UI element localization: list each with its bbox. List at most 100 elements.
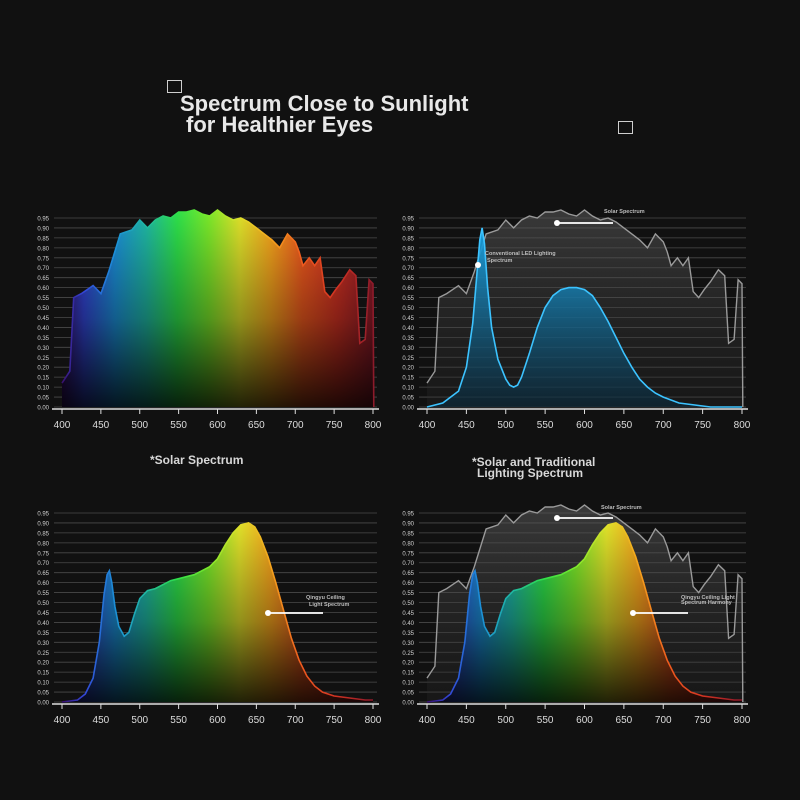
page-title: Spectrum Close to Sunlight for Healthier… bbox=[180, 91, 469, 136]
x-tick-label: 650 bbox=[616, 715, 633, 726]
y-tick-label: 0.95 bbox=[37, 217, 49, 223]
solar-spectrum-area-line bbox=[61, 208, 375, 408]
x-tick-label: 700 bbox=[655, 715, 672, 726]
y-tick-label: 0.05 bbox=[402, 396, 414, 402]
annotation-label: Qingyu Ceiling Light bbox=[681, 595, 735, 601]
y-tick-label: 0.60 bbox=[402, 286, 414, 292]
x-tick-label: 650 bbox=[616, 420, 633, 431]
x-tick-label: 400 bbox=[419, 715, 436, 726]
y-tick-label: 0.45 bbox=[402, 316, 414, 322]
page-title-line-1: Spectrum Close to Sunlight bbox=[180, 91, 469, 116]
y-tick-label: 0.10 bbox=[37, 386, 49, 392]
solar-spectrum-chart: 0.00 0.05 0.10 0.15 0.20 0.25 0.30 0.35 0.40 0.45… bbox=[37, 208, 382, 431]
y-tick-label: 0.20 bbox=[37, 661, 49, 667]
y-tick-label: 0.75 bbox=[37, 551, 49, 557]
y-tick-label: 0.55 bbox=[37, 296, 49, 302]
x-tick-label: 800 bbox=[365, 715, 382, 726]
x-tick-label: 700 bbox=[287, 715, 304, 726]
y-tick-label: 0.30 bbox=[402, 641, 414, 647]
qingyu-ceiling-light-spectrum-area-shade bbox=[62, 522, 373, 702]
y-tick-label: 0.90 bbox=[402, 521, 414, 527]
solar-traditional-caption: *Solar and Traditional Lighting Spectrum bbox=[472, 455, 596, 480]
x-tick-label: 450 bbox=[93, 715, 110, 726]
solar-spectrum-caption: *Solar Spectrum bbox=[150, 453, 244, 467]
y-tick-label: 0.85 bbox=[37, 236, 49, 242]
caption-line-1: *Solar and Traditional bbox=[472, 455, 596, 469]
y-tick-label: 0.45 bbox=[37, 611, 49, 617]
y-tick-label: 0.25 bbox=[37, 651, 49, 657]
y-tick-label: 0.65 bbox=[402, 571, 414, 577]
y-tick-label: 0.85 bbox=[37, 531, 49, 537]
y-tick-label: 0.55 bbox=[402, 591, 414, 597]
x-tick-label: 550 bbox=[170, 715, 187, 726]
y-tick-label: 0.70 bbox=[402, 266, 414, 272]
y-tick-label: 0.20 bbox=[37, 366, 49, 372]
y-tick-label: 0.05 bbox=[402, 691, 414, 697]
solar-vs-led-chart: 0.00 0.05 0.10 0.15 0.20 0.25 0.30 0.35 0.40 0.45… bbox=[402, 209, 751, 431]
y-tick-label: 0.15 bbox=[402, 376, 414, 382]
x-tick-label: 450 bbox=[93, 420, 110, 431]
x-tick-label: 550 bbox=[537, 715, 554, 726]
caption-line-2: Lighting Spectrum bbox=[477, 466, 583, 480]
annotation-marker bbox=[554, 220, 560, 226]
y-tick-label: 0.40 bbox=[37, 621, 49, 627]
y-tick-label: 0.05 bbox=[37, 396, 49, 402]
y-tick-label: 0.15 bbox=[37, 671, 49, 677]
annotation-marker bbox=[630, 610, 636, 616]
y-tick-label: 0.10 bbox=[402, 681, 414, 687]
x-tick-label: 750 bbox=[326, 715, 343, 726]
y-tick-label: 0.25 bbox=[402, 651, 414, 657]
x-tick-label: 800 bbox=[365, 420, 382, 431]
y-tick-label: 0.30 bbox=[37, 641, 49, 647]
x-tick-label: 800 bbox=[734, 420, 751, 431]
y-tick-label: 0.80 bbox=[37, 541, 49, 547]
y-tick-label: 0.70 bbox=[37, 561, 49, 567]
y-tick-label: 0.30 bbox=[402, 346, 414, 352]
y-tick-label: 0.60 bbox=[402, 581, 414, 587]
y-tick-label: 0.60 bbox=[37, 286, 49, 292]
solar-spectrum-area-line bbox=[426, 209, 744, 408]
y-tick-label: 0.50 bbox=[37, 306, 49, 312]
solar-vs-qingyu-chart: 0.00 0.05 0.10 0.15 0.20 0.25 0.30 0.35 0.40 0.45… bbox=[402, 504, 751, 726]
solar-spectrum-area-line bbox=[426, 504, 744, 703]
y-tick-label: 0.75 bbox=[37, 256, 49, 262]
y-tick-label: 0.50 bbox=[402, 306, 414, 312]
y-tick-label: 0.95 bbox=[402, 217, 414, 223]
annotation-marker bbox=[475, 262, 481, 268]
annotation-label: Light Spectrum bbox=[309, 602, 349, 608]
annotation-label: Solar Spectrum bbox=[601, 505, 642, 511]
y-tick-label: 0.15 bbox=[402, 671, 414, 677]
x-tick-label: 700 bbox=[287, 420, 304, 431]
y-tick-label: 0.25 bbox=[402, 356, 414, 362]
y-tick-label: 0.15 bbox=[37, 376, 49, 382]
y-tick-label: 0.00 bbox=[402, 701, 414, 707]
qingyu-ceiling-light-spectrum-area-shade bbox=[427, 522, 742, 702]
y-tick-label: 0.10 bbox=[37, 681, 49, 687]
x-tick-label: 500 bbox=[131, 715, 148, 726]
y-tick-label: 0.85 bbox=[402, 531, 414, 537]
x-tick-label: 600 bbox=[576, 420, 593, 431]
qingyu-ceiling-light-spectrum-area-line bbox=[61, 522, 373, 703]
x-tick-label: 650 bbox=[248, 715, 265, 726]
annotation-label: Solar Spectrum bbox=[604, 209, 645, 215]
y-tick-label: 0.45 bbox=[37, 316, 49, 322]
annotation-label: Spectrum Harmony bbox=[681, 600, 733, 606]
y-tick-label: 0.40 bbox=[37, 326, 49, 332]
y-tick-label: 0.35 bbox=[402, 336, 414, 342]
annotation-label: Spectrum bbox=[487, 258, 512, 264]
y-tick-label: 0.05 bbox=[37, 691, 49, 697]
x-tick-label: 450 bbox=[458, 715, 475, 726]
y-tick-label: 0.80 bbox=[402, 541, 414, 547]
square-frame-icon bbox=[618, 121, 633, 134]
y-tick-label: 0.75 bbox=[402, 256, 414, 262]
y-tick-label: 0.95 bbox=[402, 512, 414, 518]
x-tick-label: 600 bbox=[576, 715, 593, 726]
caption-line-1: *Solar Spectrum bbox=[150, 453, 244, 467]
y-tick-label: 0.65 bbox=[37, 276, 49, 282]
y-tick-label: 0.85 bbox=[402, 236, 414, 242]
y-tick-label: 0.75 bbox=[402, 551, 414, 557]
y-tick-label: 0.80 bbox=[37, 246, 49, 252]
annotation-marker bbox=[554, 515, 560, 521]
annotation-label: Qingyu Ceiling bbox=[306, 595, 345, 601]
x-tick-label: 500 bbox=[497, 420, 514, 431]
